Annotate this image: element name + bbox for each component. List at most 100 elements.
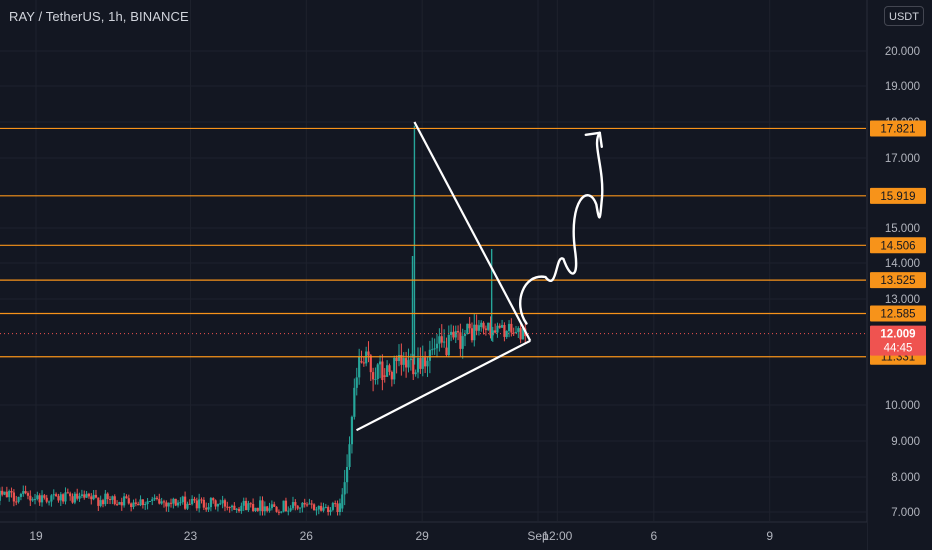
candle-body xyxy=(473,324,476,341)
x-tick-label: 6 xyxy=(651,529,658,543)
level-price-label: 15.919 xyxy=(880,191,915,203)
candle-body xyxy=(52,494,55,496)
candle-body xyxy=(153,497,156,500)
candle-body xyxy=(388,365,391,372)
candle-body xyxy=(115,504,119,506)
candle-body xyxy=(176,502,180,506)
candle-body xyxy=(296,505,299,509)
candle-body xyxy=(345,466,349,483)
candle-body xyxy=(132,502,135,507)
current-price-label: 12.009 xyxy=(880,329,915,341)
candle-body xyxy=(36,495,39,499)
candle-body xyxy=(223,500,227,507)
candle-body xyxy=(456,331,460,333)
candle-body xyxy=(59,494,62,501)
level-price-label: 17.821 xyxy=(880,123,915,135)
candle-body xyxy=(503,325,506,337)
level-price-badge xyxy=(870,237,926,254)
candle-body xyxy=(259,500,262,511)
candle-body xyxy=(369,355,372,373)
candle-body xyxy=(348,444,351,467)
candle-body xyxy=(419,358,422,369)
candle-body xyxy=(273,504,276,507)
candle-body xyxy=(327,507,330,512)
candle-body xyxy=(249,503,252,505)
candle-body xyxy=(468,323,471,329)
candle-body xyxy=(240,505,243,512)
candle-body xyxy=(254,507,257,511)
candle-body xyxy=(360,361,363,363)
x-tick-label: 26 xyxy=(300,529,314,543)
candle-body xyxy=(252,503,255,511)
candle-body xyxy=(186,503,189,509)
candle-body xyxy=(266,506,269,511)
candle-body xyxy=(320,505,323,511)
candle-body xyxy=(463,334,467,337)
candle-body xyxy=(169,502,173,504)
candle-body xyxy=(73,493,76,503)
candle-body xyxy=(426,360,429,367)
candle-body xyxy=(71,496,74,503)
candle-body xyxy=(205,507,208,510)
candle-body xyxy=(277,511,281,513)
candle-body xyxy=(195,500,198,509)
candle-body xyxy=(496,325,499,333)
candle-body xyxy=(40,495,44,503)
x-tick-label: 9 xyxy=(766,529,773,543)
candle-body xyxy=(484,328,487,330)
candle-body xyxy=(235,508,238,510)
candle-body xyxy=(305,504,309,506)
candle-body xyxy=(97,497,100,506)
candle-body xyxy=(409,358,412,361)
candle-body xyxy=(64,492,67,502)
candle-body xyxy=(329,509,332,512)
candle-body xyxy=(207,507,210,510)
candle-body xyxy=(393,357,396,380)
candle-body xyxy=(317,505,320,510)
candle-body xyxy=(489,322,492,336)
candle-body xyxy=(179,502,182,504)
candle-body xyxy=(500,325,504,328)
candle-body xyxy=(188,503,191,505)
candle-body xyxy=(146,501,149,504)
candle-body xyxy=(312,504,316,511)
candle-body xyxy=(487,322,490,330)
candle-body xyxy=(510,323,513,333)
candle-body xyxy=(407,360,410,368)
candle-body xyxy=(322,507,325,511)
y-tick-label: 10.000 xyxy=(885,400,920,412)
candle-body xyxy=(47,501,51,503)
candle-body xyxy=(374,379,377,381)
time-axis-background xyxy=(0,522,867,550)
candle-body xyxy=(247,503,250,511)
candle-body xyxy=(198,499,201,509)
candle-body xyxy=(130,503,133,507)
candle-body xyxy=(355,377,358,388)
candle-body xyxy=(94,494,98,498)
candle-body xyxy=(450,331,453,335)
candle-body xyxy=(139,499,142,506)
candle-body xyxy=(230,505,234,508)
candle-body xyxy=(338,503,341,512)
candle-body xyxy=(209,498,212,508)
candle-body xyxy=(367,351,370,356)
x-tick-label: 12:00 xyxy=(542,529,572,543)
candle-body xyxy=(212,498,215,501)
candle-body xyxy=(226,506,229,508)
level-price-label: 14.506 xyxy=(880,240,915,252)
candle-body xyxy=(90,496,93,500)
candle-body xyxy=(219,503,222,505)
candle-body xyxy=(22,491,25,494)
y-tick-label: 20.000 xyxy=(885,46,920,58)
candle-body xyxy=(162,501,166,503)
projection-arrow-path xyxy=(519,131,604,325)
currency-button[interactable]: USDT xyxy=(884,6,924,26)
candle-body xyxy=(101,500,105,505)
x-tick-label: Sep xyxy=(527,529,549,543)
candle-body xyxy=(256,507,259,511)
candle-body xyxy=(174,498,177,506)
candle-body xyxy=(289,508,292,511)
candle-body xyxy=(287,510,290,512)
